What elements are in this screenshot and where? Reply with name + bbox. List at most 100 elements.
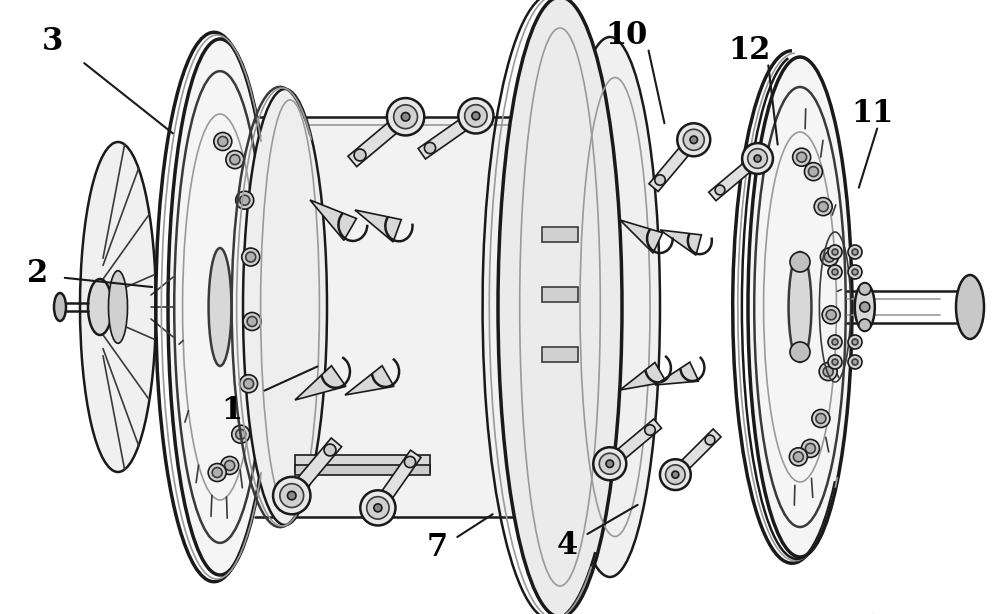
Circle shape (804, 163, 822, 181)
Circle shape (226, 150, 244, 169)
Circle shape (212, 467, 222, 478)
Circle shape (848, 335, 862, 349)
Polygon shape (418, 111, 480, 159)
Polygon shape (348, 112, 410, 166)
Circle shape (715, 185, 725, 195)
Circle shape (246, 252, 256, 262)
Polygon shape (671, 429, 721, 478)
Circle shape (394, 105, 417, 129)
Circle shape (247, 316, 257, 327)
Polygon shape (542, 287, 578, 302)
Circle shape (232, 426, 250, 443)
Text: 4: 4 (556, 530, 578, 561)
Circle shape (754, 155, 761, 162)
Circle shape (816, 413, 826, 424)
Circle shape (748, 149, 767, 168)
Circle shape (218, 136, 228, 147)
Circle shape (208, 464, 226, 481)
Circle shape (645, 425, 655, 435)
Polygon shape (295, 366, 346, 400)
Polygon shape (606, 419, 662, 468)
Polygon shape (620, 362, 666, 390)
Circle shape (812, 410, 830, 427)
Circle shape (793, 148, 811, 166)
Ellipse shape (80, 142, 156, 472)
Circle shape (458, 98, 493, 133)
Ellipse shape (789, 252, 811, 362)
Polygon shape (542, 347, 578, 362)
Circle shape (820, 248, 838, 266)
Text: 11: 11 (851, 98, 893, 129)
Circle shape (826, 310, 836, 320)
Text: 10: 10 (605, 20, 647, 51)
Circle shape (242, 248, 260, 266)
Circle shape (824, 252, 834, 262)
Circle shape (789, 448, 807, 466)
Circle shape (852, 339, 858, 345)
Circle shape (790, 252, 810, 272)
Circle shape (683, 130, 704, 150)
Circle shape (808, 166, 818, 177)
Circle shape (374, 504, 382, 512)
Circle shape (860, 302, 870, 312)
Circle shape (801, 440, 819, 457)
Circle shape (832, 359, 838, 365)
Circle shape (832, 249, 838, 255)
Polygon shape (287, 438, 342, 500)
Circle shape (424, 142, 436, 154)
Circle shape (225, 460, 235, 470)
Ellipse shape (168, 39, 272, 575)
Polygon shape (295, 465, 430, 475)
Circle shape (288, 491, 296, 500)
Circle shape (655, 175, 665, 185)
Circle shape (852, 269, 858, 275)
Circle shape (818, 201, 828, 212)
Circle shape (828, 355, 842, 369)
Circle shape (401, 112, 410, 121)
Polygon shape (373, 450, 421, 511)
Ellipse shape (498, 0, 622, 614)
Circle shape (848, 355, 862, 369)
Circle shape (793, 452, 803, 462)
Ellipse shape (956, 275, 984, 339)
Circle shape (236, 429, 246, 439)
Circle shape (666, 465, 685, 484)
Ellipse shape (54, 293, 66, 321)
Polygon shape (345, 366, 394, 395)
Circle shape (805, 443, 815, 453)
Circle shape (672, 471, 679, 478)
Circle shape (852, 359, 858, 365)
Polygon shape (655, 362, 699, 385)
Circle shape (606, 460, 614, 467)
Polygon shape (255, 117, 560, 517)
Circle shape (742, 143, 773, 174)
Circle shape (823, 367, 833, 376)
Circle shape (828, 245, 842, 259)
Circle shape (705, 435, 715, 445)
Text: 12: 12 (729, 35, 771, 66)
Circle shape (273, 477, 310, 515)
Circle shape (832, 339, 838, 345)
Circle shape (593, 447, 626, 480)
Circle shape (354, 149, 366, 161)
Ellipse shape (243, 89, 327, 525)
Polygon shape (295, 455, 430, 472)
Text: 2: 2 (27, 258, 49, 289)
Circle shape (790, 342, 810, 362)
Text: 7: 7 (426, 532, 448, 563)
Polygon shape (355, 210, 401, 242)
Circle shape (243, 313, 261, 330)
Circle shape (324, 444, 336, 456)
Polygon shape (649, 136, 698, 192)
Circle shape (280, 484, 304, 508)
Text: 1: 1 (221, 395, 243, 426)
Circle shape (240, 195, 250, 205)
Circle shape (828, 265, 842, 279)
Circle shape (360, 490, 395, 526)
Circle shape (819, 363, 837, 381)
Text: 3: 3 (42, 26, 64, 57)
Circle shape (221, 456, 239, 475)
Circle shape (814, 198, 832, 216)
Circle shape (828, 335, 842, 349)
Circle shape (236, 191, 254, 209)
